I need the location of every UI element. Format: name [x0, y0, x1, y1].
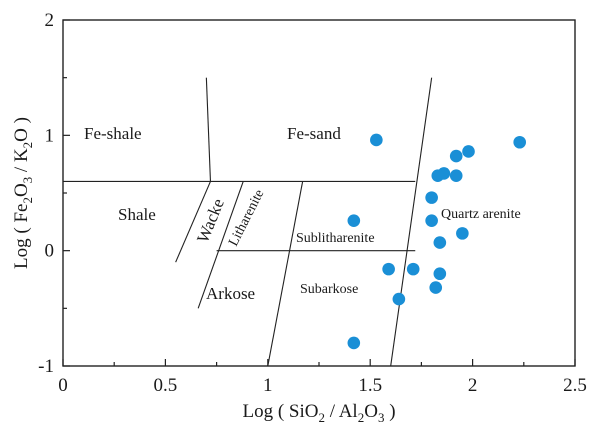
classification-boundaries: [63, 77, 433, 367]
region-fe-sand-label: Fe-sand: [287, 124, 341, 143]
data-point: [462, 145, 475, 158]
data-point: [425, 214, 438, 227]
x-tick-label: 2: [468, 375, 478, 396]
x-tick-label: 0: [58, 375, 68, 396]
y-tick-label: -1: [38, 356, 54, 377]
y-tick-label: 0: [45, 241, 55, 262]
data-point: [392, 292, 406, 306]
region-shale-label: Shale: [118, 205, 156, 224]
data-point: [456, 227, 469, 240]
data-point: [433, 236, 447, 249]
region-litharenite-label: Litharenite: [226, 187, 267, 249]
data-point: [449, 169, 463, 182]
region-subarkose-label: Subarkose: [300, 282, 358, 297]
x-tick-label: 0.5: [154, 375, 178, 396]
region-arkose-label: Arkose: [206, 284, 255, 303]
data-point: [370, 133, 383, 147]
data-point: [382, 262, 395, 276]
data-point: [513, 135, 527, 149]
y-tick-label: 2: [45, 10, 55, 31]
boundary-line: [267, 181, 304, 367]
data-point: [406, 262, 420, 276]
x-tick-label: 2.5: [563, 375, 587, 396]
data-point: [431, 169, 445, 182]
data-point: [347, 214, 361, 227]
data-point: [347, 336, 361, 350]
y-tick-label: 1: [45, 125, 55, 146]
region-sublitharenite-label: Sublitharenite: [296, 231, 375, 246]
plot-frame: [62, 19, 576, 367]
data-point: [425, 191, 438, 204]
boundary-line: [390, 77, 433, 367]
boundary-line: [197, 181, 244, 309]
x-tick-label: 1: [263, 375, 273, 396]
y-axis-label: Log ( Fe2O3 / K2O ): [11, 117, 35, 269]
boundary-line: [205, 77, 212, 182]
region-quartz-arenite-label: Quartz arenite: [441, 207, 521, 222]
boundary-line: [175, 181, 211, 263]
data-points: [347, 133, 527, 350]
data-point: [433, 267, 447, 281]
x-axis-label: Log ( SiO2 / Al2O3 ): [242, 401, 395, 424]
region-fe-shale-label: Fe-shale: [84, 124, 142, 143]
x-tick-label: 1.5: [358, 375, 382, 396]
tick-marks: [62, 19, 576, 367]
data-point: [429, 281, 443, 294]
data-point: [449, 149, 463, 163]
